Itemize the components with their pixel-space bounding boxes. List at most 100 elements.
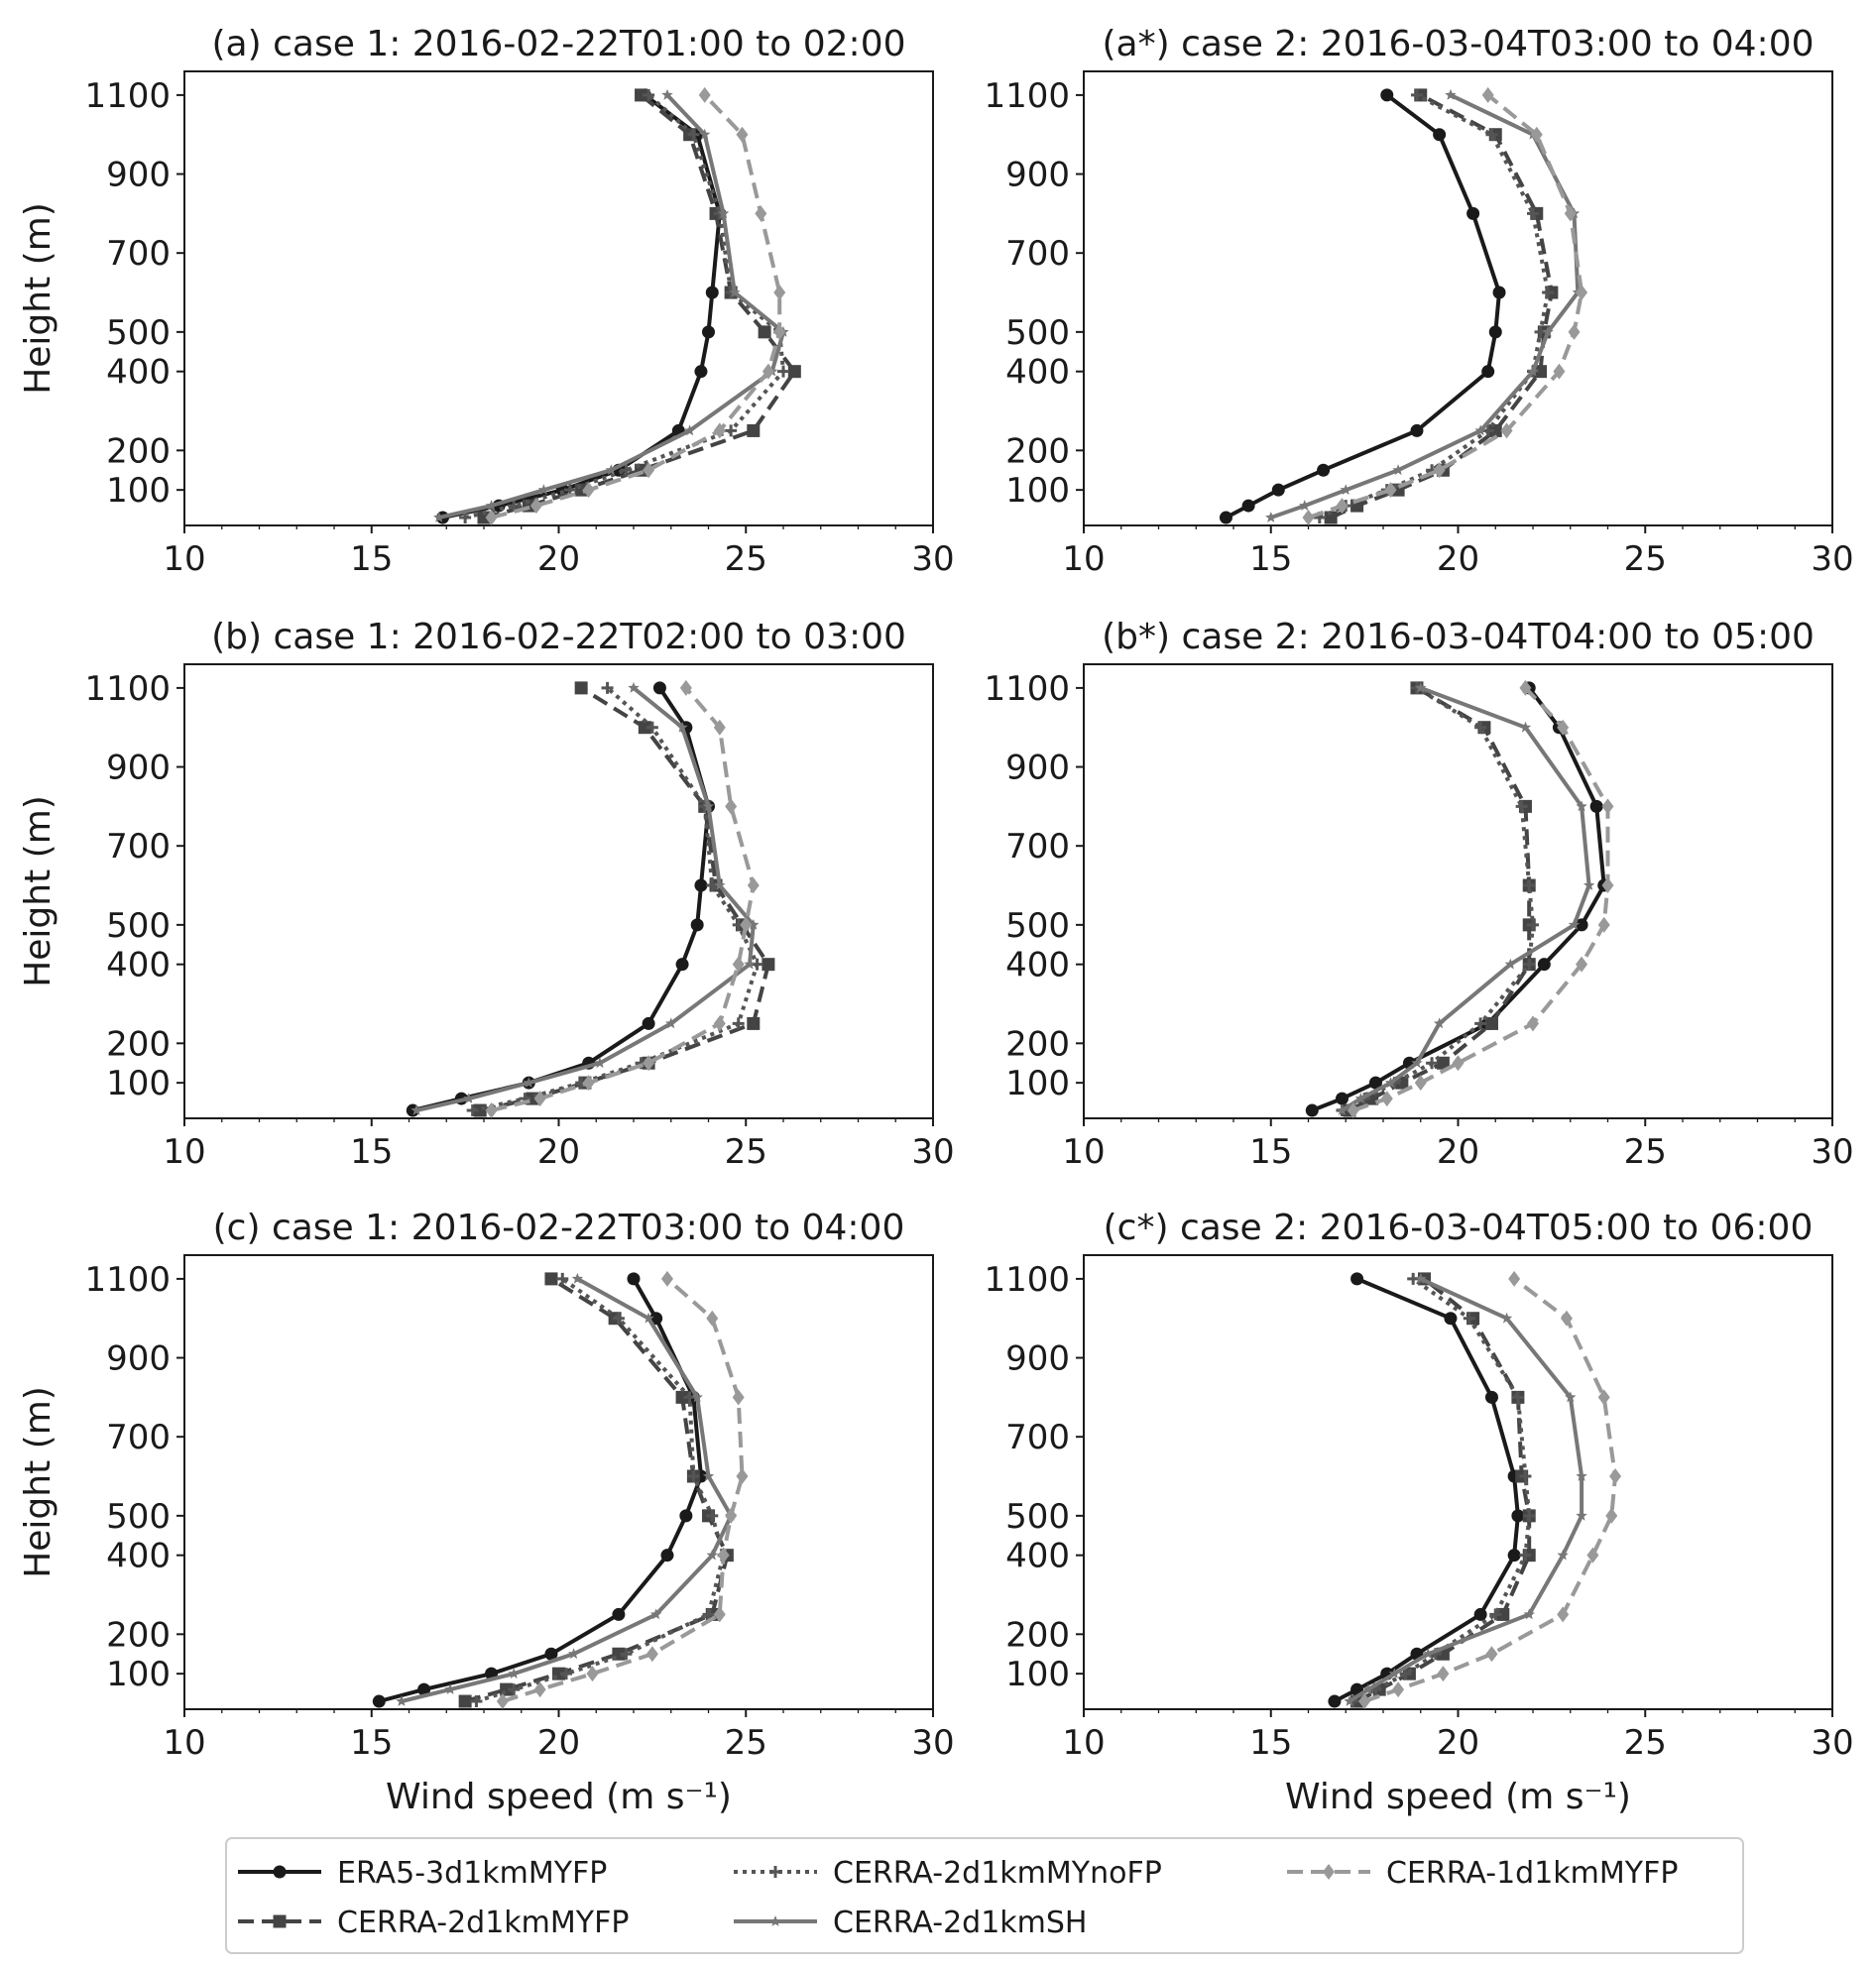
data-point [1601, 798, 1614, 815]
data-point [679, 1509, 693, 1523]
y-tick-label: 700 [1005, 827, 1070, 867]
series-CERRA-2d1kmSH [1336, 681, 1595, 1115]
series-line [491, 686, 756, 1112]
data-point [1542, 287, 1555, 299]
data-point [1380, 1091, 1393, 1107]
data-point [679, 679, 692, 696]
data-point [643, 1312, 654, 1324]
y-tick-label: 400 [106, 353, 171, 393]
data-point [717, 207, 730, 219]
y-tick-label: 900 [106, 156, 171, 195]
data-point [586, 1666, 599, 1682]
data-point [1523, 879, 1536, 892]
data-point [638, 721, 651, 735]
legend-entry: CERRA-1d1kmMYFP [1287, 1856, 1678, 1891]
data-point [706, 1310, 719, 1327]
series-CERRA-1d1kmMYFP [485, 679, 760, 1119]
data-point [649, 1608, 662, 1620]
y-tick-label: 400 [1005, 353, 1070, 393]
series-CERRA-1d1kmMYFP [496, 1270, 749, 1710]
data-point [612, 1312, 625, 1325]
panel-6: (c*) case 2: 2016-03-04T05:00 to 06:00 10… [984, 1208, 1853, 1817]
data-point [620, 1648, 633, 1661]
data-point [643, 462, 655, 479]
series-line [1311, 686, 1606, 1112]
data-point [1488, 325, 1502, 339]
data-point [1576, 1470, 1587, 1481]
data-point [1474, 1017, 1487, 1030]
x-tick-label: 15 [1249, 539, 1292, 579]
data-point [1433, 128, 1447, 142]
data-point [1484, 1390, 1498, 1404]
y-axis-label: Height (m) [18, 795, 59, 987]
data-point [1415, 1272, 1427, 1284]
data-point [660, 1270, 673, 1287]
y-tick-label: 1100 [84, 76, 171, 116]
data-point [702, 325, 715, 339]
data-point [1519, 1470, 1532, 1483]
data-point [713, 1606, 726, 1623]
x-tick-label: 15 [350, 1723, 393, 1763]
data-point [729, 287, 741, 297]
legend-entry: CERRA-2d1kmMYFP [238, 1906, 629, 1940]
x-tick-label: 30 [911, 1723, 954, 1763]
data-point [694, 365, 708, 379]
data-point [1496, 1607, 1510, 1621]
data-point [725, 424, 738, 437]
data-point [1328, 1694, 1342, 1708]
data-point [740, 916, 753, 933]
series-CERRA-2d1kmMYFP [1343, 681, 1536, 1117]
data-point [1507, 1549, 1521, 1563]
data-point [1481, 86, 1494, 103]
series-line [1333, 1277, 1520, 1703]
data-point [732, 956, 745, 973]
data-point [1466, 206, 1480, 220]
series-line [1307, 93, 1584, 520]
data-point [1523, 1509, 1536, 1522]
data-point [567, 1648, 580, 1660]
data-point [755, 205, 767, 222]
x-tick-label: 25 [1624, 1132, 1667, 1172]
series-line [502, 1277, 745, 1703]
data-point [1415, 681, 1427, 693]
y-tick-label: 100 [1005, 1655, 1070, 1694]
data-point [713, 719, 726, 736]
data-point [396, 1695, 408, 1706]
series-CERRA-2d1kmSH [396, 1272, 737, 1706]
data-point [1511, 1391, 1524, 1404]
data-point [1576, 285, 1588, 301]
data-point [1350, 1272, 1364, 1286]
series-CERRA-2d1kmMYFP [1350, 1272, 1536, 1708]
y-tick-label: 100 [1005, 1064, 1070, 1103]
data-point [1492, 286, 1506, 299]
y-tick-label: 500 [1005, 1497, 1070, 1537]
series-CERRA-2d1kmMYnoFP [1336, 681, 1539, 1117]
data-point [496, 1693, 509, 1710]
data-point [1392, 464, 1404, 476]
data-point [1557, 1606, 1570, 1623]
y-tick-label: 700 [106, 1418, 171, 1457]
series-line [479, 686, 770, 1112]
series-CERRA-2d1kmSH [1265, 88, 1583, 522]
legend-label: CERRA-2d1kmMYnoFP [833, 1856, 1162, 1891]
data-point [635, 88, 648, 102]
data-point [1380, 88, 1394, 102]
data-point [533, 1091, 546, 1107]
y-tick-label: 1100 [984, 76, 1070, 116]
y-tick-label: 1100 [84, 1260, 171, 1300]
data-point [699, 128, 711, 140]
data-point [1445, 88, 1457, 100]
plot-frame [183, 70, 934, 526]
panel-title: (b) case 1: 2016-02-22T02:00 to 03:00 [211, 617, 906, 657]
data-point [1534, 365, 1548, 379]
data-point [523, 1077, 534, 1088]
y-tick-label: 1100 [984, 669, 1070, 709]
data-point [508, 500, 521, 513]
plot-frame [1083, 70, 1833, 526]
data-point [732, 1389, 745, 1406]
data-point [1463, 1312, 1475, 1325]
panel-3: (b) case 1: 2016-02-22T02:00 to 03:00 10 1… [18, 617, 955, 1172]
data-point [675, 958, 689, 972]
data-point [605, 464, 618, 476]
